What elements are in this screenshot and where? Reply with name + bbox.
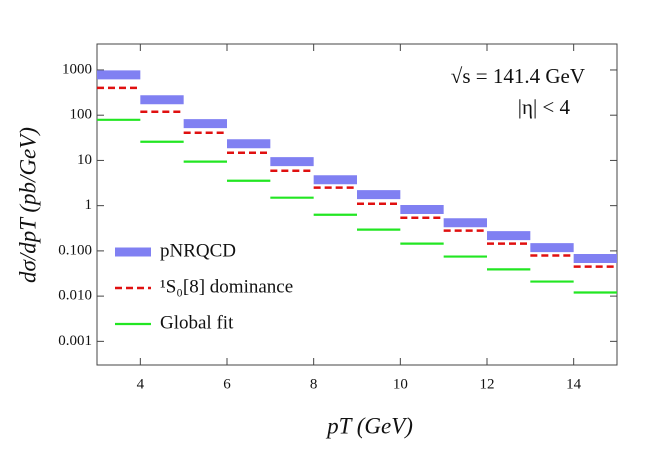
legend-label: ¹S₀[8] dominance <box>160 276 293 297</box>
legend-label: Global fit <box>160 312 234 333</box>
y-tick-label: 1000 <box>62 61 92 77</box>
annotation: √s = 141.4 GeV <box>451 64 585 88</box>
annotation: |η| < 4 <box>518 95 571 119</box>
y-axis-label: dσ/dpT (pb/GeV) <box>15 127 40 283</box>
x-tick-label: 14 <box>566 376 582 392</box>
y-tick-label: 0.100 <box>58 242 92 258</box>
x-tick-label: 4 <box>137 376 145 392</box>
y-tick-label: 1 <box>85 197 93 213</box>
x-tick-label: 12 <box>480 376 495 392</box>
legend-label: pNRQCD <box>160 240 236 261</box>
y-tick-label: 100 <box>70 107 93 123</box>
x-tick-label: 6 <box>223 376 231 392</box>
y-tick-label: 0.010 <box>58 288 92 304</box>
x-axis-label: pT (GeV) <box>325 413 413 438</box>
y-tick-label: 10 <box>77 152 92 168</box>
y-tick-label: 0.001 <box>58 333 92 349</box>
plot-frame <box>96 43 618 366</box>
x-tick-label: 10 <box>393 376 408 392</box>
x-tick-label: 8 <box>310 376 318 392</box>
